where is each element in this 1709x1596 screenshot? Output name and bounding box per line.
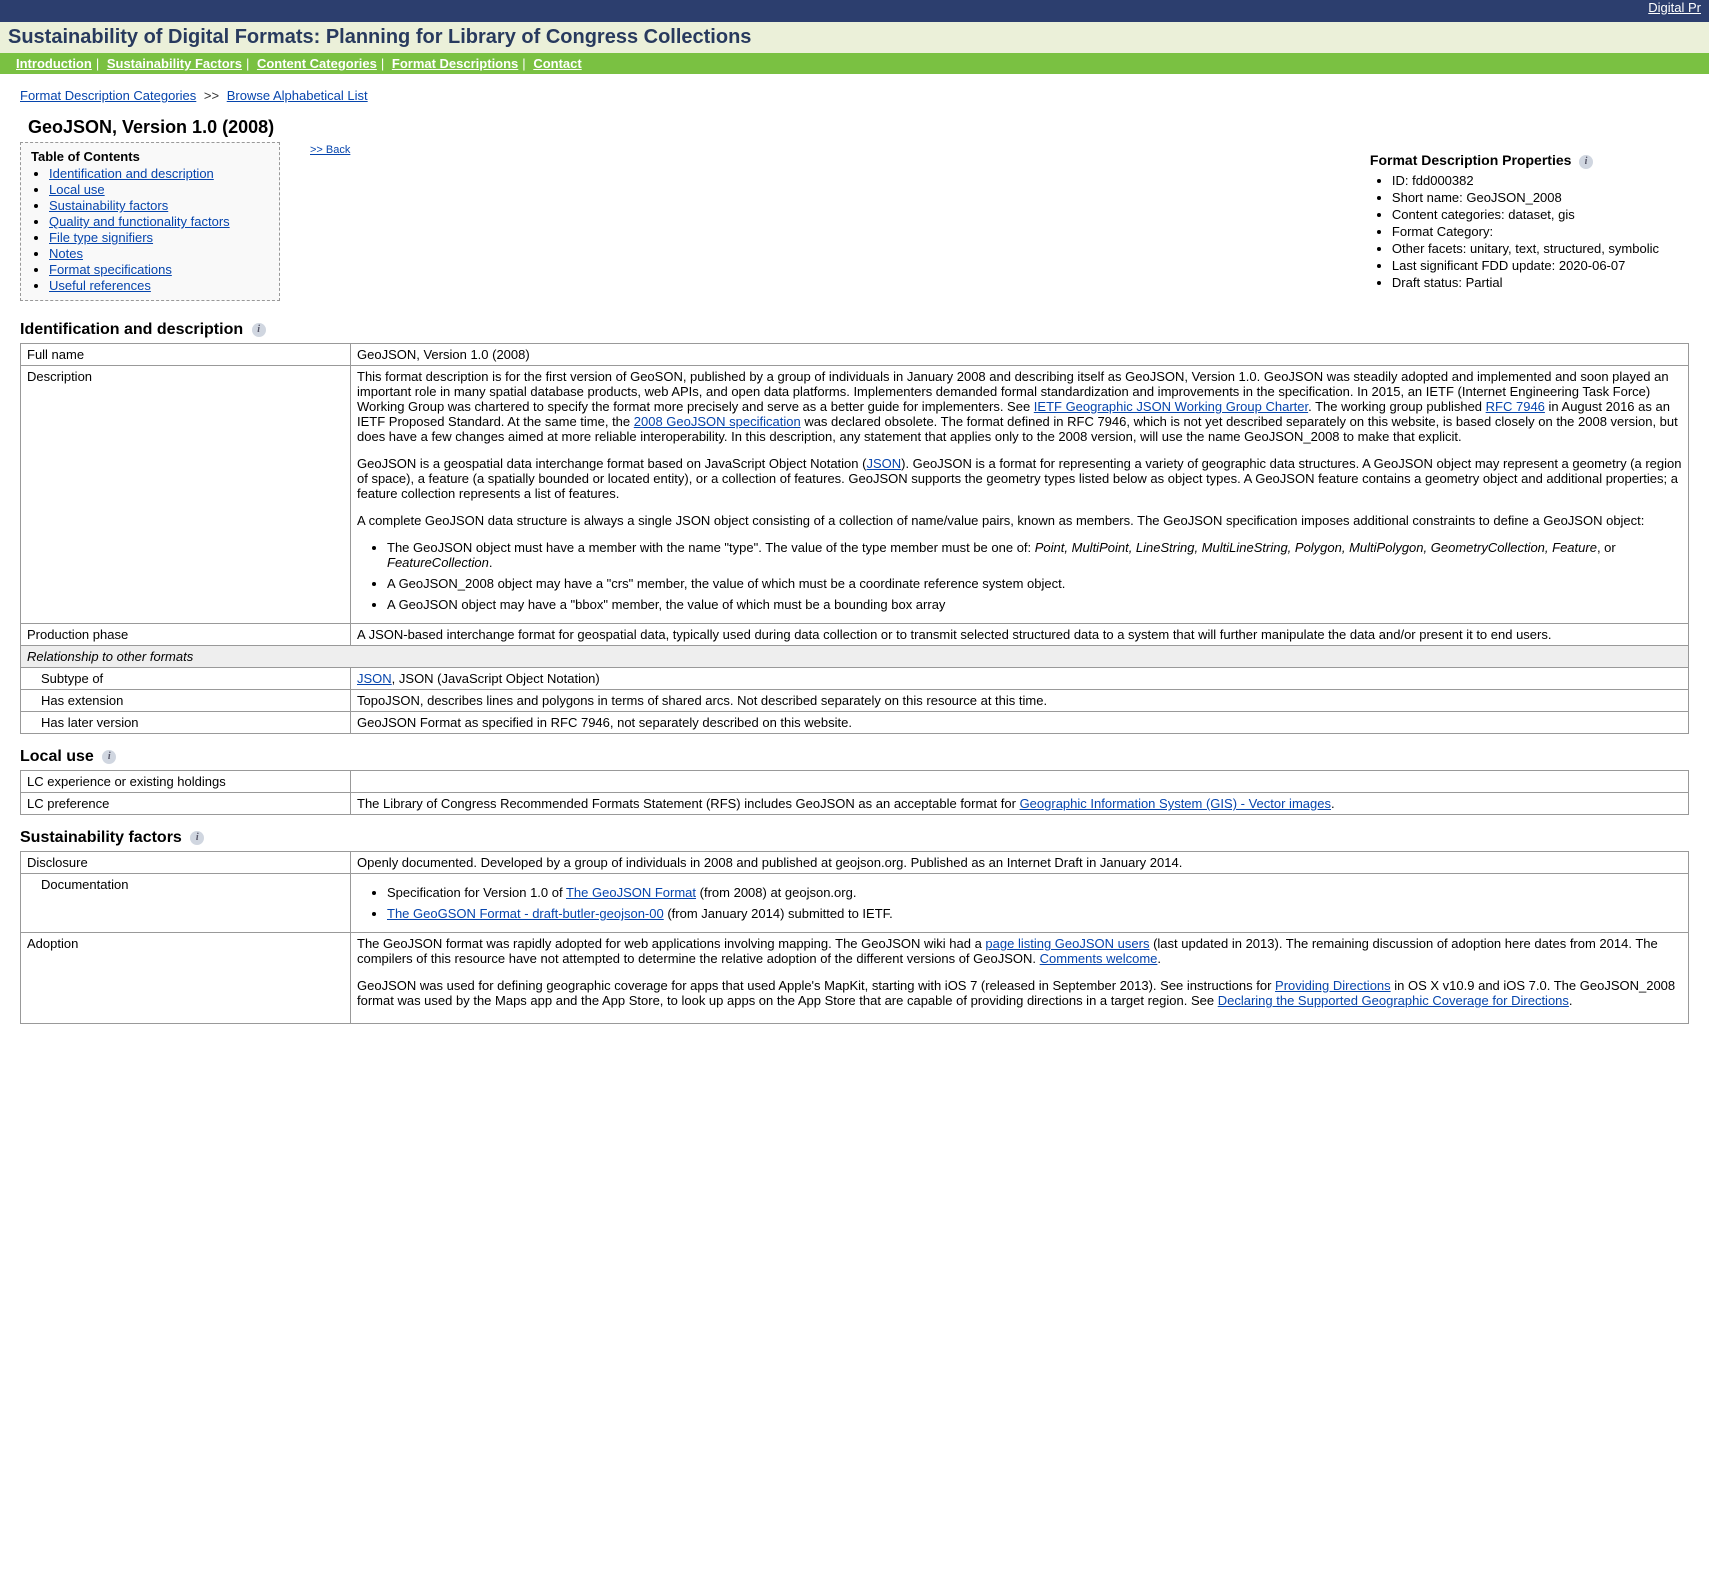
nav-sustainability-factors[interactable]: Sustainability Factors [107,56,242,71]
toc-item-notes[interactable]: Notes [49,246,83,261]
label-description: Description [21,366,351,624]
link-json[interactable]: JSON [866,456,901,471]
link-json-subtype[interactable]: JSON [357,671,392,686]
link-ietf-charter[interactable]: IETF Geographic JSON Working Group Chart… [1034,399,1308,414]
label-lc-experience: LC experience or existing holdings [21,771,351,793]
breadcrumb-categories[interactable]: Format Description Categories [20,88,196,103]
value-lc-experience [351,771,1689,793]
label-full-name: Full name [21,344,351,366]
sustainability-table: Disclosure Openly documented. Developed … [20,851,1689,1024]
value-description: This format description is for the first… [351,366,1689,624]
site-title: Sustainability of Digital Formats: Plann… [8,26,1701,49]
value-full-name: GeoJSON, Version 1.0 (2008) [351,344,1689,366]
label-adoption: Adoption [21,933,351,1024]
value-subtype: JSON, JSON (JavaScript Object Notation) [351,668,1689,690]
prop-draft-status: Draft status: Partial [1392,275,1659,290]
link-comments[interactable]: Comments welcome [1040,951,1158,966]
site-title-bar: Sustainability of Digital Formats: Plann… [0,22,1709,53]
top-link-digital-preservation[interactable]: Digital Pr [1648,0,1701,15]
toc-item-quality[interactable]: Quality and functionality factors [49,214,230,229]
label-lc-preference: LC preference [21,793,351,815]
link-declaring-coverage[interactable]: Declaring the Supported Geographic Cover… [1218,993,1569,1008]
toc-item-file-type[interactable]: File type signifiers [49,230,153,245]
value-adoption: The GeoJSON format was rapidly adopted f… [351,933,1689,1024]
properties-title: Format Description Properties [1370,152,1572,168]
doc-item-draft: The GeoGSON Format - draft-butler-geojso… [387,906,1682,921]
label-extension: Has extension [21,690,351,712]
label-documentation: Documentation [21,874,351,933]
local-use-table: LC experience or existing holdings LC pr… [20,770,1689,815]
section-heading-local-use: Local use i [20,748,1689,766]
link-rfc7946[interactable]: RFC 7946 [1486,399,1545,414]
value-disclosure: Openly documented. Developed by a group … [351,852,1689,874]
label-subtype: Subtype of [21,668,351,690]
info-icon[interactable]: i [102,750,116,764]
label-later-version: Has later version [21,712,351,734]
value-documentation: Specification for Version 1.0 of The Geo… [351,874,1689,933]
relationship-header: Relationship to other formats [21,646,1689,668]
nav-content-categories[interactable]: Content Categories [257,56,377,71]
prop-other-facets: Other facets: unitary, text, structured,… [1392,241,1659,256]
breadcrumb: Format Description Categories >> Browse … [20,82,1689,109]
link-geojson-format[interactable]: The GeoJSON Format [566,885,696,900]
top-banner: Digital Pr [0,0,1709,22]
info-icon[interactable]: i [252,323,266,337]
constraint-type: The GeoJSON object must have a member wi… [387,540,1682,570]
toc-item-refs[interactable]: Useful references [49,278,151,293]
doc-item-spec: Specification for Version 1.0 of The Geo… [387,885,1682,900]
properties-panel: Format Description Properties i ID: fdd0… [1370,142,1689,292]
table-of-contents: Table of Contents Identification and des… [20,142,280,301]
value-later-version: GeoJSON Format as specified in RFC 7946,… [351,712,1689,734]
nav-format-descriptions[interactable]: Format Descriptions [392,56,518,71]
prop-content-categories: Content categories: dataset, gis [1392,207,1659,222]
info-icon[interactable]: i [1579,155,1593,169]
info-icon[interactable]: i [190,831,204,845]
value-lc-preference: The Library of Congress Recommended Form… [351,793,1689,815]
section-heading-sustainability: Sustainability factors i [20,829,1689,847]
link-draft-butler[interactable]: The GeoGSON Format - draft-butler-geojso… [387,906,664,921]
nav-introduction[interactable]: Introduction [16,56,92,71]
back-link[interactable]: >> Back [310,144,350,156]
toc-item-sustainability[interactable]: Sustainability factors [49,198,168,213]
toc-item-specs[interactable]: Format specifications [49,262,172,277]
link-2008-spec[interactable]: 2008 GeoJSON specification [634,414,801,429]
value-production-phase: A JSON-based interchange format for geos… [351,624,1689,646]
label-disclosure: Disclosure [21,852,351,874]
section-heading-identification: Identification and description i [20,321,1689,339]
toc-item-local-use[interactable]: Local use [49,182,105,197]
prop-last-update: Last significant FDD update: 2020-06-07 [1392,258,1659,273]
prop-shortname: Short name: GeoJSON_2008 [1392,190,1659,205]
breadcrumb-browse[interactable]: Browse Alphabetical List [227,88,368,103]
link-gis-vector[interactable]: Geographic Information System (GIS) - Ve… [1020,796,1331,811]
constraint-bbox: A GeoJSON object may have a "bbox" membe… [387,597,1682,612]
prop-format-category: Format Category: [1392,224,1659,239]
toc-title: Table of Contents [31,149,269,164]
constraint-crs: A GeoJSON_2008 object may have a "crs" m… [387,576,1682,591]
nav-contact[interactable]: Contact [533,56,581,71]
prop-id: ID: fdd000382 [1392,173,1659,188]
label-production-phase: Production phase [21,624,351,646]
link-geojson-users[interactable]: page listing GeoJSON users [985,936,1149,951]
page-title: GeoJSON, Version 1.0 (2008) [28,117,1689,138]
toc-item-identification[interactable]: Identification and description [49,166,214,181]
value-extension: TopoJSON, describes lines and polygons i… [351,690,1689,712]
identification-table: Full name GeoJSON, Version 1.0 (2008) De… [20,343,1689,734]
link-providing-directions[interactable]: Providing Directions [1275,978,1391,993]
main-nav: Introduction| Sustainability Factors| Co… [0,53,1709,74]
